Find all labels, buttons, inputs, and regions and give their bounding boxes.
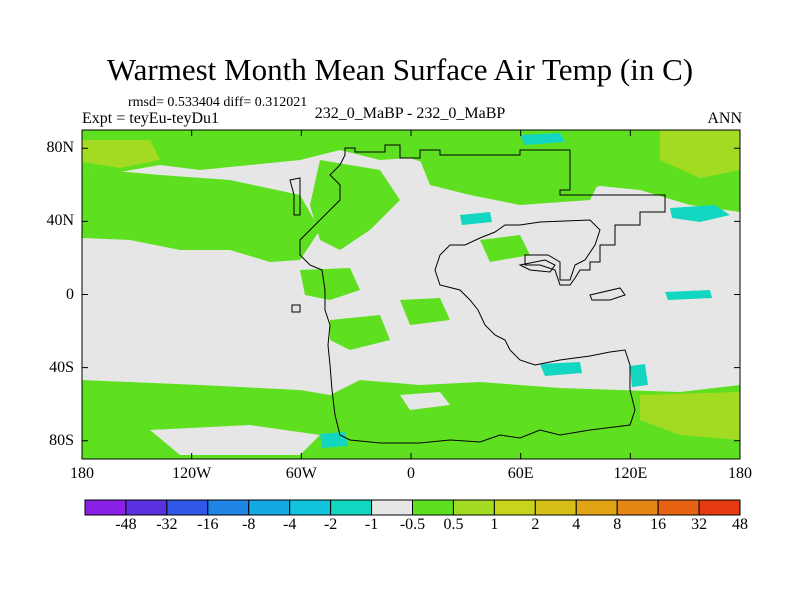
south-patch-mid <box>400 392 450 410</box>
colorbar <box>84 499 741 516</box>
y-tick-label: 80S <box>49 431 74 449</box>
colorbar-label: 32 <box>691 516 708 533</box>
colorbar-swatch <box>575 499 618 516</box>
axis-ticks <box>81 130 741 459</box>
y-tick-label: 40S <box>49 358 74 376</box>
colorbar-label: -4 <box>283 516 297 533</box>
arctic-yellow-patch <box>82 140 160 168</box>
colorbar-swatch <box>330 499 373 516</box>
y-tick-label: 0 <box>66 285 74 303</box>
antarctic-gray <box>150 425 320 455</box>
y-tick-label: 80N <box>46 139 74 157</box>
cyan-patch-arctic <box>520 133 565 145</box>
inland-outline-2 <box>589 287 626 301</box>
comparison-label: 232_0_MaBP - 232_0_MaBP <box>314 105 506 122</box>
inland-outline-1 <box>518 259 556 273</box>
arctic-yellow-patch-east <box>660 130 740 178</box>
colorbar-swatch <box>289 499 332 516</box>
colorbar-swatch <box>616 499 659 516</box>
colorbar-swatch <box>657 499 700 516</box>
x-tick-label: 120W <box>172 465 212 482</box>
colorbar-label: -32 <box>156 516 178 533</box>
season-label: ANN <box>707 110 742 127</box>
colorbar-label: 0.5 <box>443 516 464 533</box>
colorbar-swatch <box>493 499 536 516</box>
colorbar-label: -48 <box>115 516 137 533</box>
x-tick-label: 60W <box>285 465 317 482</box>
tropic-patch-3 <box>400 298 450 325</box>
x-tick-label: 120E <box>613 465 648 482</box>
colorbar-label: -1 <box>364 516 379 533</box>
colorbar-swatch <box>412 499 454 516</box>
anomaly-field <box>82 130 740 459</box>
colorbar-label: -2 <box>323 516 338 533</box>
colorbar-swatch <box>371 499 413 516</box>
colorbar-swatch <box>534 499 577 516</box>
chart-title: Warmest Month Mean Surface Air Temp (in … <box>106 52 694 87</box>
x-tick-label: 180 <box>70 465 94 482</box>
continent-outline <box>299 144 666 444</box>
colorbar-swatch <box>166 499 209 516</box>
colorbar-swatch <box>248 499 291 516</box>
cyan-patch-n40 <box>460 212 492 225</box>
x-tick-label: 180 <box>728 465 752 482</box>
colorbar-label: 1 <box>490 516 499 533</box>
cyan-patch-ant <box>320 432 348 448</box>
y-tick-label: 40N <box>46 212 74 230</box>
colorbar-swatch <box>207 499 250 516</box>
colorbar-swatch <box>84 499 127 516</box>
stats-line: rmsd= 0.533404 diff= 0.312021 <box>128 95 308 110</box>
southern-yellow-patch <box>640 392 740 440</box>
x-tick-label: 60E <box>507 465 534 482</box>
colorbar-label: -8 <box>242 516 256 533</box>
colorbar-swatch <box>698 499 741 516</box>
tropic-patch-2 <box>330 315 390 350</box>
inland-outline-4 <box>291 304 301 313</box>
cyan-patch-npac <box>670 205 730 222</box>
tropic-patch-4 <box>480 235 530 262</box>
colorbar-label: 48 <box>732 516 748 533</box>
colorbar-label: 16 <box>650 516 667 533</box>
eurasia-green <box>420 160 600 205</box>
tropic-patch-1 <box>300 268 360 300</box>
colorbar-label: 2 <box>531 516 540 533</box>
colorbar-swatch <box>452 499 495 516</box>
colorbar-label: -0.5 <box>399 516 426 533</box>
cyan-patch-so <box>630 364 648 387</box>
cyan-patch-sio <box>540 362 582 376</box>
x-tick-label: 0 <box>407 465 415 482</box>
experiment-label: Expt = teyEu-teyDu1 <box>82 110 219 127</box>
inland-outline-3 <box>289 177 301 216</box>
colorbar-label: 4 <box>572 516 581 533</box>
north-atlantic-green <box>310 160 400 250</box>
colorbar-label: -16 <box>197 516 219 533</box>
cyan-patch-eq <box>665 290 712 300</box>
north-pacific-green <box>82 168 320 262</box>
colorbar-label: 8 <box>613 516 622 533</box>
colorbar-swatch <box>125 499 168 516</box>
